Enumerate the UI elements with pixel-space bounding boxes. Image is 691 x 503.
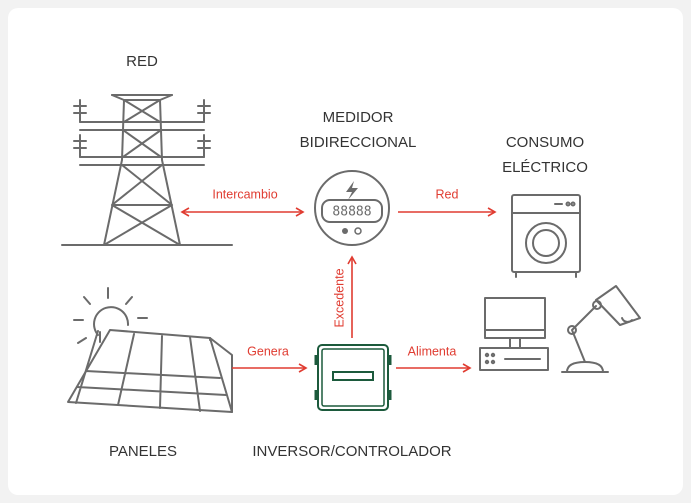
node-label: CONSUMO <box>506 134 584 151</box>
node-label: INVERSOR/CONTROLADOR <box>252 443 451 460</box>
meter-display: 88888 <box>332 205 371 220</box>
node-label: MEDIDOR <box>323 109 394 126</box>
node-label: ELÉCTRICO <box>502 159 588 176</box>
edge-label: Intercambio <box>212 187 277 201</box>
node-label: BIDIRECCIONAL <box>300 134 417 151</box>
edge-label: Genera <box>247 344 289 358</box>
card <box>8 8 683 495</box>
node-label: RED <box>126 53 158 70</box>
edge-label: Alimenta <box>408 344 457 358</box>
edge-label: Excedente <box>332 268 346 327</box>
edge-label: Red <box>436 187 459 201</box>
node-label: PANELES <box>109 443 177 460</box>
diagram: RED MEDIDOR BIDIRECCIONAL CONSUMO ELÉCTR… <box>0 0 691 503</box>
